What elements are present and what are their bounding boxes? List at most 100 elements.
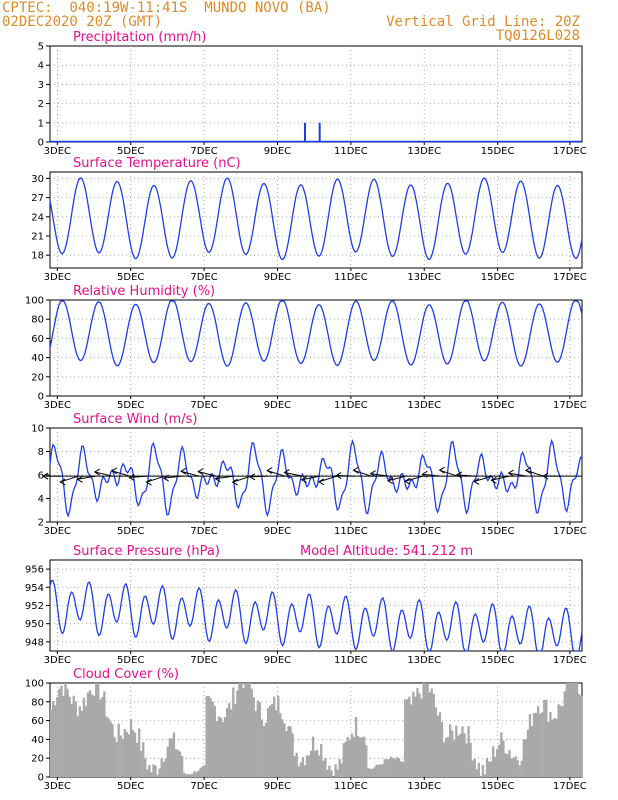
cloud-bar xyxy=(385,759,388,777)
y-tick-label: 3 xyxy=(38,80,44,91)
plot-frame xyxy=(49,45,583,143)
cloud-bar xyxy=(322,760,325,777)
cloud-bar xyxy=(459,733,462,777)
cloud-bar xyxy=(313,750,317,777)
cloud-bar xyxy=(156,774,159,777)
cloud-bar xyxy=(230,709,233,777)
cloud-bar xyxy=(283,723,286,777)
cloud-bar xyxy=(236,690,239,777)
cloud-bar xyxy=(344,741,347,777)
cloud-bar xyxy=(375,764,378,777)
x-tick-label: 5DEC xyxy=(117,272,144,283)
cloud-bar xyxy=(178,751,182,777)
wind-arrowhead xyxy=(248,473,256,481)
cloud-bar xyxy=(338,759,341,777)
cloud-bar xyxy=(383,759,386,777)
cloud-bar xyxy=(121,738,124,777)
panel-title: Surface Pressure (hPa) xyxy=(73,544,220,559)
panel-title: Cloud Cover (%) xyxy=(73,667,179,682)
cloud-bar xyxy=(579,695,583,777)
cloud-bar xyxy=(541,712,544,777)
cloud-bar xyxy=(381,764,384,777)
cloud-bar xyxy=(92,695,96,777)
cloud-bar xyxy=(148,764,151,777)
x-tick-label: 7DEC xyxy=(190,146,217,157)
cloud-bar xyxy=(58,688,61,777)
wind-vector xyxy=(284,472,303,477)
cloud-bar xyxy=(113,737,116,777)
cloud-bar xyxy=(95,683,98,777)
y-tick-label: 0 xyxy=(38,773,44,784)
cloud-bar xyxy=(547,721,550,777)
cloud-bar xyxy=(422,683,425,777)
wind-arrowhead xyxy=(145,478,152,486)
wind-vector xyxy=(77,475,96,480)
cloud-bar xyxy=(107,718,110,777)
cloud-bar xyxy=(158,768,161,777)
cloud-bar xyxy=(307,755,311,777)
x-tick-label: 13DEC xyxy=(407,526,441,537)
y-tick-label: 80 xyxy=(31,697,44,708)
y-tick-label: 40 xyxy=(31,735,44,746)
cloud-bar xyxy=(414,696,417,777)
cloud-bar xyxy=(166,746,169,777)
wind-vector xyxy=(232,475,251,483)
x-tick-label: 3DEC xyxy=(44,781,71,792)
cloud-bar xyxy=(105,716,108,777)
wind-arrowhead xyxy=(438,466,445,474)
cloud-bar xyxy=(117,723,120,777)
wind-arrowhead xyxy=(490,476,497,484)
cloud-bar xyxy=(489,761,493,777)
precip-bar xyxy=(318,122,321,142)
cloud-bar xyxy=(162,761,165,777)
y-tick-label: 24 xyxy=(31,212,44,223)
y-tick-label: 954 xyxy=(25,583,44,594)
cloud-bar xyxy=(264,722,268,777)
x-tick-label: 3DEC xyxy=(44,272,71,283)
x-tick-label: 9DEC xyxy=(264,655,291,666)
x-tick-label: 11DEC xyxy=(334,655,368,666)
cloud-bar xyxy=(238,683,241,777)
cloud-bar xyxy=(223,717,227,777)
cloud-bar xyxy=(246,683,249,777)
cloud-bar xyxy=(137,728,141,777)
cloud-bar xyxy=(299,762,302,777)
cloud-bar xyxy=(219,717,223,777)
series-line-wind xyxy=(49,438,583,518)
wind-arrowhead xyxy=(455,471,463,479)
cloud-bar xyxy=(234,704,237,777)
cloud-bar xyxy=(473,758,476,777)
y-tick-label: 30 xyxy=(31,174,44,185)
wind-vector xyxy=(146,475,165,483)
wind-vector xyxy=(215,475,234,480)
cloud-bar xyxy=(471,760,474,777)
cloud-bar xyxy=(395,757,399,777)
cloud-bar xyxy=(553,717,556,777)
y-tick-label: 6 xyxy=(38,471,44,482)
x-tick-label: 7DEC xyxy=(190,526,217,537)
cloud-bar xyxy=(289,726,292,777)
panel-temp: 18 21 24 27 30 3DEC 5DEC 7DEC 9DEC 11DEC 13DEC 15DE… xyxy=(31,156,587,283)
series-line-pres xyxy=(49,579,583,652)
cloud-bar xyxy=(293,756,296,777)
cloud-bar xyxy=(260,719,264,777)
panel-title: Surface Wind (m/s) xyxy=(73,412,197,427)
y-tick-label: 5 xyxy=(38,42,44,53)
wind-arrowhead xyxy=(283,469,290,476)
wind-vector xyxy=(491,475,510,481)
cloud-bar xyxy=(125,731,129,777)
y-tick-label: 100 xyxy=(25,679,44,690)
series-line-rh xyxy=(49,300,583,367)
cloud-bar xyxy=(532,713,536,777)
y-tick-label: 0 xyxy=(38,392,44,403)
cloud-bar xyxy=(496,749,499,777)
cloud-bar xyxy=(131,730,135,777)
cloud-bar xyxy=(543,699,546,777)
cloud-bar xyxy=(551,719,554,777)
cloud-bar xyxy=(487,761,491,777)
cloud-bar xyxy=(518,765,521,777)
cloud-bar xyxy=(213,705,217,777)
cloud-bar xyxy=(479,775,483,777)
x-tick-label: 17DEC xyxy=(553,781,587,792)
wind-vector xyxy=(301,475,320,481)
